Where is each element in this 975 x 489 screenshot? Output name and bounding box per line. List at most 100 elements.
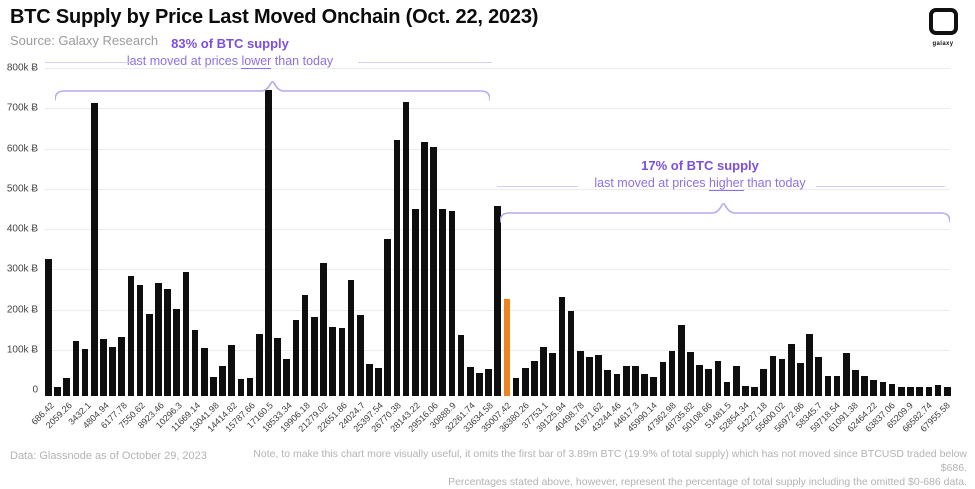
x-tick <box>503 390 511 396</box>
x-tick <box>650 390 658 396</box>
x-tick <box>72 390 80 396</box>
x-tick <box>476 390 483 396</box>
x-tick <box>714 390 722 396</box>
x-tick <box>751 390 758 396</box>
x-tick <box>595 390 602 396</box>
x-tick <box>778 390 786 396</box>
annotation-higher-pre: last moved at prices <box>594 176 710 190</box>
bar <box>797 363 804 390</box>
bar <box>531 361 538 390</box>
x-tick <box>283 390 291 396</box>
bar <box>806 334 813 390</box>
x-tick <box>118 390 126 396</box>
x-tick <box>466 390 474 396</box>
x-axis-labels: 686.42 2059.26 3432.1 4804.94 6177.78 7550.62… <box>29 398 951 453</box>
bar <box>760 369 768 390</box>
x-tick <box>870 390 878 396</box>
x-tick <box>411 390 419 396</box>
y-axis: 800k Ƀ 700k Ƀ 600k Ƀ 500k Ƀ 400k Ƀ 300k Ƀ 200k… <box>0 63 38 396</box>
bar <box>81 349 89 390</box>
x-tick <box>888 390 896 396</box>
bar <box>852 369 859 390</box>
x-tick <box>421 390 428 396</box>
bar <box>705 368 713 390</box>
bar <box>549 352 557 390</box>
bar <box>687 351 694 390</box>
x-tick <box>696 390 703 396</box>
bar <box>613 373 621 390</box>
bar <box>448 210 456 390</box>
x-tick <box>45 390 52 396</box>
x-tick <box>613 390 621 396</box>
bar <box>255 334 263 390</box>
x-tick <box>531 390 538 396</box>
bar <box>63 377 71 390</box>
y-axis-label: 600k Ƀ <box>6 143 38 154</box>
x-tick <box>687 390 694 396</box>
x-tick <box>457 390 465 396</box>
bar <box>366 363 373 390</box>
bar <box>659 361 667 390</box>
bar <box>283 359 291 390</box>
bar <box>742 385 749 390</box>
x-tick <box>384 390 392 396</box>
bar <box>210 376 217 390</box>
bar <box>356 314 364 390</box>
bar <box>155 282 162 390</box>
bar <box>732 366 740 390</box>
annotation-lower: 83% of BTC supply last moved at prices l… <box>30 36 430 69</box>
x-tick <box>173 390 181 396</box>
bar <box>421 142 428 390</box>
x-tick <box>145 390 153 396</box>
bars <box>45 68 951 390</box>
bar <box>90 103 98 390</box>
x-tick <box>366 390 373 396</box>
x-tick <box>164 390 171 396</box>
x-tick <box>558 390 566 396</box>
x-tick <box>347 390 355 396</box>
x-tick <box>182 390 190 396</box>
bar <box>430 146 437 390</box>
x-tick <box>375 390 382 396</box>
bar <box>310 316 318 390</box>
bar <box>632 366 639 390</box>
x-tick <box>760 390 768 396</box>
bar <box>411 208 419 390</box>
annotation-lower-headline: 83% of BTC supply <box>171 36 289 51</box>
bar <box>320 262 327 390</box>
y-axis-label: 100k Ƀ <box>6 344 38 356</box>
x-tick <box>265 390 272 396</box>
x-tick <box>494 390 502 396</box>
bar <box>723 382 731 390</box>
bar <box>934 385 942 390</box>
x-tick <box>338 390 346 396</box>
x-tick <box>852 390 859 396</box>
bar <box>191 329 199 390</box>
x-tick <box>430 390 437 396</box>
x-tick <box>815 390 823 396</box>
x-tick <box>310 390 318 396</box>
bar <box>338 327 346 390</box>
x-tick <box>925 390 933 396</box>
data-source-note: Data: Glassnode as of October 29, 2023 <box>10 450 207 462</box>
x-tick <box>109 390 116 396</box>
page-title: BTC Supply by Price Last Moved Onchain (… <box>10 6 539 28</box>
bar <box>879 381 887 390</box>
x-tick <box>292 390 300 396</box>
x-tick <box>576 390 584 396</box>
bar <box>769 355 777 390</box>
x-tick <box>155 390 162 396</box>
bar <box>118 336 126 390</box>
annotation-lower-post: than today <box>271 54 334 68</box>
annotation-higher-body: last moved at prices higher than today <box>480 176 920 191</box>
x-tick <box>485 390 492 396</box>
bar <box>558 296 566 390</box>
x-tick <box>659 390 667 396</box>
bar <box>677 325 685 390</box>
bar <box>228 344 236 390</box>
x-tick <box>191 390 199 396</box>
bar <box>604 369 612 390</box>
x-tick <box>448 390 456 396</box>
bar <box>274 338 281 390</box>
x-tick <box>512 390 520 396</box>
